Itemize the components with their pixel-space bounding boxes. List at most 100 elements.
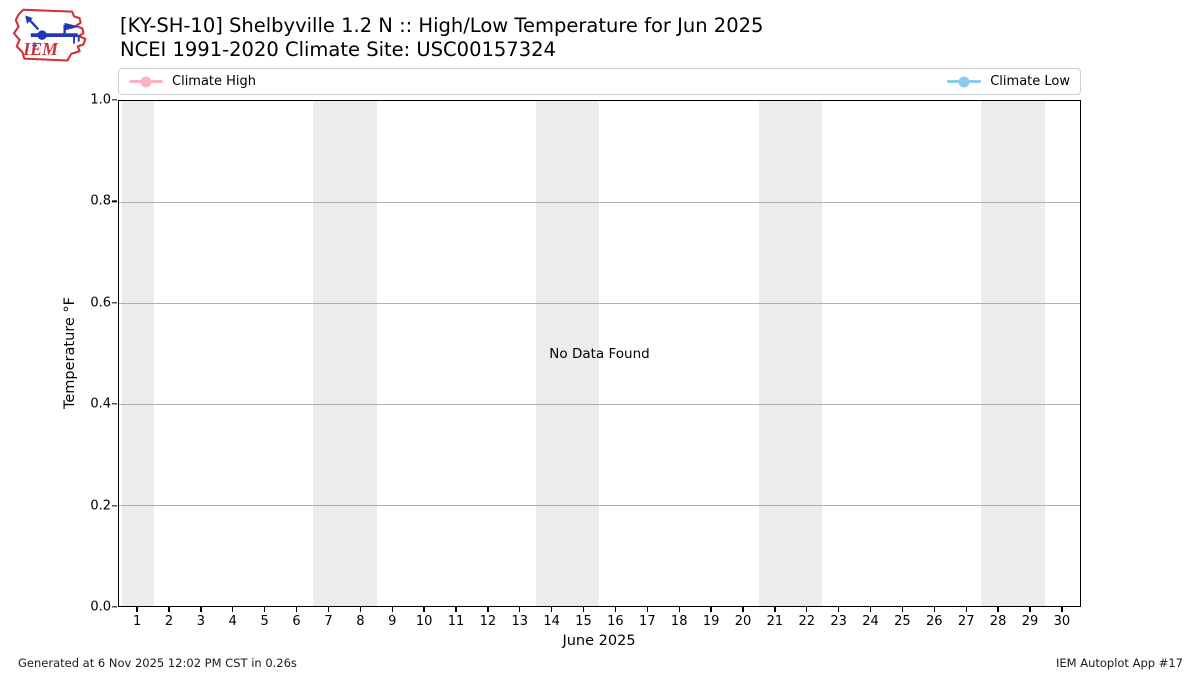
y-tick-label: 0.2 [90, 498, 111, 514]
x-tick-label: 4 [228, 614, 237, 629]
x-tick-mark [901, 607, 904, 612]
x-tick-label: 25 [894, 614, 911, 629]
climate-low-line-marker-icon [947, 76, 982, 87]
x-tick-mark [614, 607, 617, 612]
x-tick-label: 21 [766, 614, 784, 629]
x-tick-label: 8 [356, 614, 365, 629]
x-tick-mark [264, 607, 266, 612]
x-tick-mark [391, 607, 393, 612]
x-tick-mark [742, 607, 744, 612]
y-gridline [119, 505, 1080, 506]
y-tick-label: 0.6 [90, 295, 111, 311]
x-tick-mark [295, 607, 298, 612]
x-tick-label: 19 [702, 614, 720, 629]
legend-label-climate-low: Climate Low [990, 74, 1070, 89]
weekend-shading-band [981, 101, 1045, 606]
y-tick-mark [112, 606, 117, 608]
iem-logo: IEM [12, 8, 87, 62]
y-tick-mark [112, 99, 117, 101]
x-tick-label: 14 [543, 614, 560, 629]
x-tick-mark [423, 607, 425, 612]
x-tick-mark [232, 607, 234, 612]
x-tick-mark [806, 607, 808, 612]
y-tick-mark [112, 403, 117, 405]
x-axis-label: June 2025 [562, 633, 636, 649]
x-tick-label: 13 [511, 614, 529, 629]
x-tick-label: 10 [415, 614, 433, 629]
x-tick-mark [168, 607, 170, 612]
x-tick-label: 28 [989, 614, 1007, 629]
x-tick-label: 9 [388, 614, 397, 629]
chart-subtitle: NCEI 1991-2020 Climate Site: USC00157324 [120, 38, 556, 61]
weather-vane-icon [25, 15, 80, 51]
x-tick-mark [519, 607, 521, 612]
x-tick-label: 7 [324, 614, 333, 629]
x-tick-label: 20 [734, 614, 752, 629]
y-gridline [119, 404, 1080, 405]
legend-label-climate-high: Climate High [172, 74, 257, 89]
x-tick-mark [1029, 607, 1031, 612]
x-tick-label: 22 [798, 614, 816, 629]
y-tick-mark [112, 200, 117, 203]
y-tick-label: 1.0 [90, 92, 111, 108]
x-tick-label: 15 [575, 614, 592, 629]
climate-high-line-marker-icon [129, 76, 163, 87]
title-block: [KY-SH-10] Shelbyville 1.2 N :: High/Low… [120, 14, 763, 62]
x-tick-label: 18 [670, 614, 688, 629]
x-tick-label: 17 [639, 614, 656, 629]
plot-area: No Data Found [118, 100, 1081, 607]
weekend-shading-band [122, 101, 154, 606]
x-tick-label: 11 [447, 614, 465, 629]
y-tick-label: 0.4 [90, 396, 111, 412]
x-tick-label: 30 [1053, 614, 1071, 629]
x-tick-label: 16 [607, 614, 624, 629]
x-tick-mark [200, 607, 202, 612]
x-tick-label: 27 [957, 614, 975, 629]
x-tick-mark [869, 607, 872, 612]
x-tick-mark [136, 607, 138, 612]
x-tick-mark [678, 607, 680, 612]
legend: Climate High Climate Low [118, 68, 1081, 95]
x-tick-mark [838, 607, 840, 612]
generated-timestamp: Generated at 6 Nov 2025 12:02 PM CST in … [18, 656, 297, 670]
x-tick-mark [997, 607, 999, 612]
no-data-message: No Data Found [549, 345, 650, 362]
x-tick-label: 6 [292, 614, 301, 629]
x-tick-label: 23 [830, 614, 847, 629]
chart-title: [KY-SH-10] Shelbyville 1.2 N :: High/Low… [120, 14, 764, 37]
weekend-shading-band [535, 101, 600, 606]
x-tick-label: 26 [926, 614, 943, 629]
x-tick-mark [551, 607, 553, 612]
x-tick-mark [774, 607, 776, 612]
legend-item-climate-high: Climate High [129, 74, 256, 89]
y-gridline [119, 202, 1080, 203]
x-tick-mark [582, 607, 585, 612]
climate-high-dot [140, 76, 152, 87]
x-tick-mark [933, 607, 935, 612]
x-tick-label: 12 [479, 614, 497, 629]
y-tick-mark [112, 302, 117, 304]
x-tick-label: 5 [260, 614, 269, 629]
climate-low-dot [958, 76, 970, 87]
x-tick-mark [487, 607, 489, 612]
weekend-shading-band [313, 101, 377, 606]
x-tick-mark [710, 607, 712, 612]
y-tick-label: 0.8 [90, 193, 111, 209]
x-tick-label: 1 [132, 614, 142, 629]
x-tick-label: 2 [164, 614, 174, 629]
y-gridline [119, 303, 1080, 304]
x-tick-label: 24 [862, 614, 879, 629]
x-tick-mark [646, 607, 648, 612]
y-tick-mark [112, 504, 117, 507]
y-tick-label: 0.0 [90, 599, 111, 615]
x-tick-mark [455, 607, 457, 612]
legend-item-climate-low: Climate Low [947, 74, 1070, 89]
x-tick-label: 3 [196, 614, 206, 629]
x-tick-mark [1061, 607, 1063, 612]
app-credit: IEM Autoplot App #17 [1055, 656, 1183, 670]
y-axis-label: Temperature °F [62, 296, 78, 410]
x-tick-mark [965, 607, 967, 612]
x-tick-mark [327, 607, 330, 612]
iem-logo-text: IEM [22, 39, 59, 59]
